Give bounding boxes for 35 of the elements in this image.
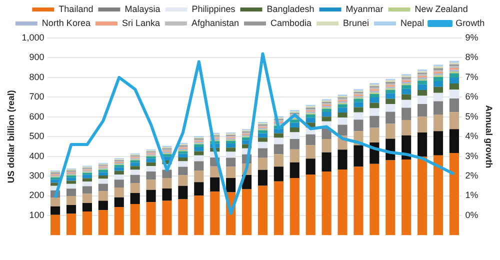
legend-label: Afghanistan [191, 18, 240, 28]
y2-axis-title: Annual growth [484, 105, 494, 168]
y-tick-label: 600 [29, 111, 44, 122]
legend-label: Malaysia [124, 4, 160, 14]
y-tick-label: 900 [29, 52, 44, 62]
y-tick-label: 400 [29, 150, 44, 161]
y-axis-title: US dollar billion (real) [6, 90, 16, 184]
legend-label: Bangladesh [266, 4, 314, 14]
y2-tick-label: 3% [465, 150, 478, 161]
y2-tick-label: 8% [465, 52, 478, 62]
y-tick-label: 1,000 [22, 32, 44, 42]
y-tick-label: 500 [29, 131, 44, 142]
y-tick-label: 100 [29, 210, 44, 220]
legend-label: Nepal [400, 18, 424, 28]
legend-label: Thailand [58, 4, 94, 14]
y-tick-label: 700 [29, 92, 44, 102]
legend-label: Cambodia [270, 18, 312, 28]
legend-label: Philippines [192, 4, 236, 14]
y2-tick-label: 5% [465, 111, 478, 122]
legend-label: New Zealand [414, 4, 468, 14]
legend-label: North Korea [42, 18, 90, 28]
y2-tick-label: 2% [465, 170, 478, 181]
y-tick-label: 800 [29, 72, 44, 82]
y-tick-label: 300 [29, 170, 44, 181]
legend-label: Growth [456, 18, 485, 28]
y2-tick-label: 9% [465, 32, 478, 42]
y2-tick-label: 4% [465, 131, 478, 142]
y2-tick-label: 7% [465, 72, 478, 82]
legend-label: Sri Lanka [122, 18, 160, 28]
y2-tick-label: 0% [465, 210, 478, 220]
legend-label: Brunei [343, 18, 370, 28]
y2-tick-label: 6% [465, 92, 478, 102]
y2-tick-label: 1% [465, 190, 478, 200]
y-tick-label: 200 [29, 190, 44, 200]
legend-label: Myanmar [346, 4, 384, 14]
